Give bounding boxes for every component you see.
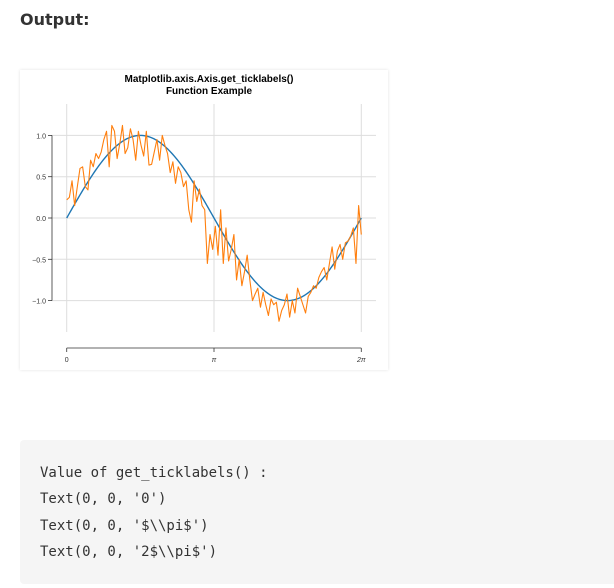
code-line: Text(0, 0, '2$\\pi$') — [40, 544, 218, 561]
y-tick-label: 0.5 — [36, 175, 46, 182]
y-tick-label: 1.0 — [36, 133, 46, 140]
chart-axes: 1.0 0.5 0.0 −0.5 −1.0 0 π 2π — [32, 133, 366, 364]
noisy-series-line — [66, 124, 362, 322]
code-line: Value of get_ticklabels() : — [40, 465, 268, 481]
chart-series — [66, 124, 362, 322]
chart-figure: Matplotlib.axis.Axis.get_ticklabels() Fu… — [20, 70, 388, 370]
x-tick-label: 2π — [356, 357, 366, 364]
output-heading: Output: — [20, 10, 90, 29]
y-tick-label: 0.0 — [36, 216, 46, 223]
x-tick-label: π — [212, 357, 217, 364]
chart-title-line-1: Matplotlib.axis.Axis.get_ticklabels() — [125, 74, 294, 85]
chart-title-line-2: Function Example — [166, 86, 253, 97]
code-line: Text(0, 0, '$\\pi$') — [40, 517, 209, 534]
x-tick-label: 0 — [65, 357, 69, 364]
code-line: Text(0, 0, '0') — [40, 491, 167, 508]
y-tick-label: −0.5 — [32, 257, 46, 264]
code-output-block: Value of get_ticklabels() : Text(0, 0, '… — [20, 440, 614, 584]
y-tick-label: −1.0 — [32, 299, 46, 306]
line-chart: Matplotlib.axis.Axis.get_ticklabels() Fu… — [32, 74, 376, 364]
